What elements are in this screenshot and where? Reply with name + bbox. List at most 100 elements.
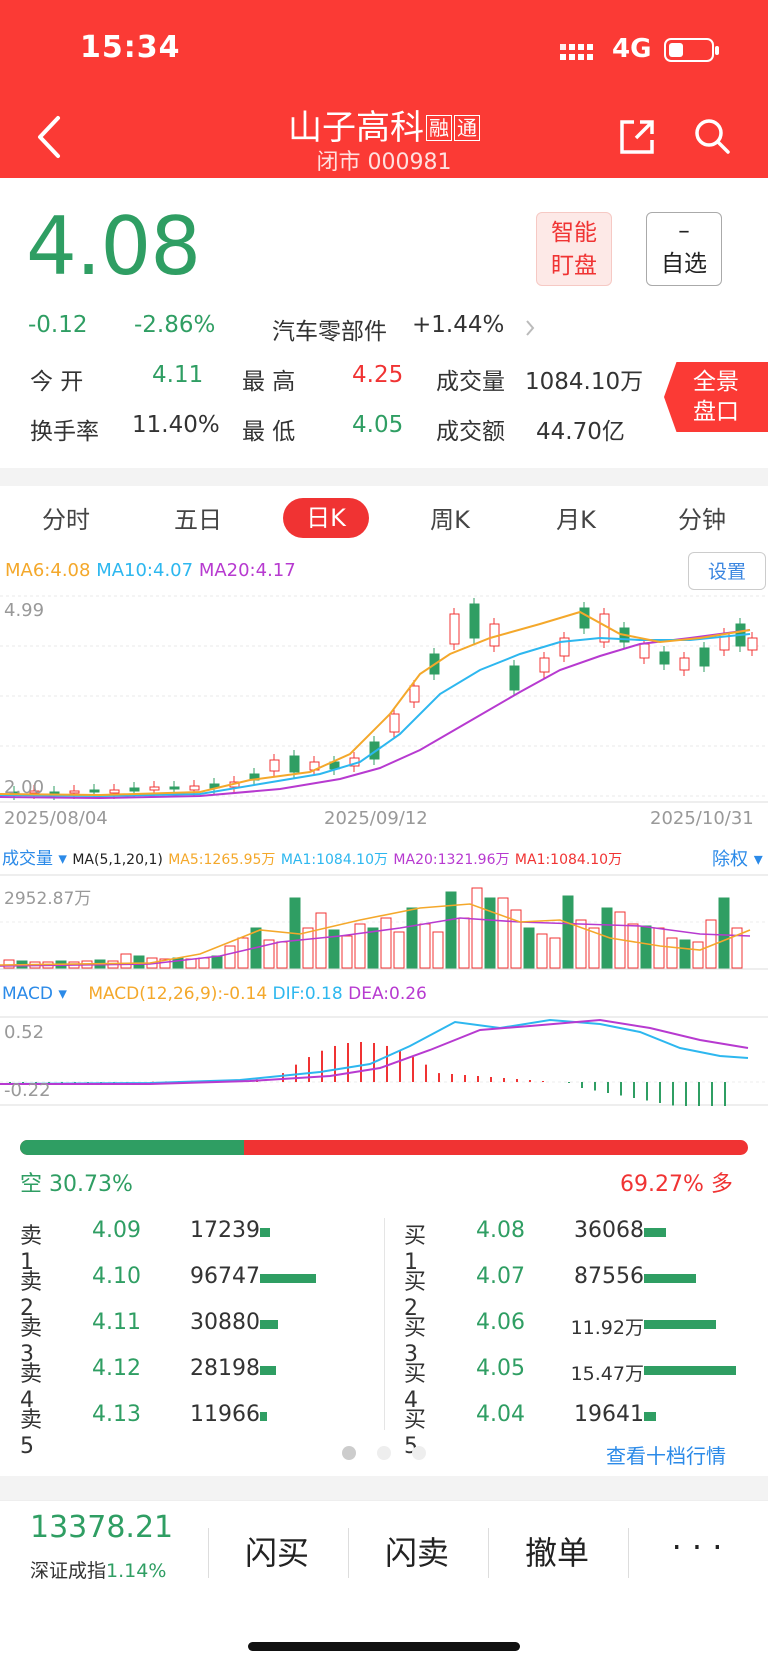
- volume-bar: [380, 917, 392, 969]
- tab-monthly-k[interactable]: 月K: [556, 506, 596, 534]
- bid-volume-bar: [644, 1274, 696, 1283]
- kline-ymin: 2.00: [4, 777, 45, 798]
- bid-price: 4.08: [476, 1218, 525, 1243]
- full-quote-panel-button[interactable]: 全景 盘口: [664, 362, 768, 432]
- index-label[interactable]: 深证成指1.14%: [30, 1556, 166, 1583]
- ask-price: 4.13: [92, 1402, 141, 1427]
- watchlist-button[interactable]: – 自选: [646, 212, 722, 286]
- page-dot[interactable]: [377, 1446, 391, 1460]
- bid-volume-bar: [644, 1366, 736, 1375]
- divider: [0, 1476, 768, 1500]
- volume-bar: [406, 907, 418, 969]
- tab-weekly-k[interactable]: 周K: [430, 506, 470, 534]
- volume-bar: [224, 945, 236, 969]
- volume-bar: [120, 953, 132, 969]
- bid-price: 4.06: [476, 1310, 525, 1335]
- volume-title[interactable]: 成交量: [2, 849, 53, 869]
- volume-bar: [731, 927, 743, 969]
- settings-button[interactable]: 设置: [688, 552, 766, 590]
- candle: [539, 657, 550, 673]
- view-ten-levels-link[interactable]: 查看十档行情: [606, 1444, 726, 1468]
- bid-price: 4.05: [476, 1356, 525, 1381]
- stock-title: 山子高科融通: [0, 100, 768, 149]
- macd-chart[interactable]: [0, 1016, 768, 1106]
- ask-volume-bar: [260, 1412, 267, 1421]
- candle: [129, 787, 140, 792]
- chevron-right-icon[interactable]: [524, 318, 536, 338]
- volume-bar: [692, 941, 704, 969]
- book-divider: [384, 1218, 385, 1430]
- ask-level: 卖5: [20, 1408, 43, 1459]
- sector-name[interactable]: 汽车零部件: [272, 319, 387, 345]
- search-icon[interactable]: [692, 116, 732, 156]
- last-price: 4.08: [26, 200, 201, 293]
- volume-legend: 成交量 ▾ MA(5,1,20,1) MA5:1265.95万 MA1:1084…: [2, 844, 622, 869]
- candle: [109, 789, 120, 794]
- back-icon[interactable]: [30, 112, 70, 162]
- high-label: 最 高: [242, 369, 296, 395]
- ask-volume: 28198: [190, 1356, 260, 1381]
- volume-bar: [484, 897, 496, 969]
- candle: [659, 651, 670, 665]
- volume-bar: [3, 959, 15, 969]
- ask-volume: 30880: [190, 1310, 260, 1335]
- dropdown-icon[interactable]: ▾: [52, 984, 73, 1004]
- flash-buy-button[interactable]: 闪买: [244, 1534, 309, 1572]
- ask-volume: 17239: [190, 1218, 260, 1243]
- divider: [488, 1528, 489, 1578]
- panel-label-2: 盘口: [693, 399, 739, 425]
- tab-five-day[interactable]: 五日: [174, 506, 222, 534]
- candle: [559, 637, 570, 657]
- turnover-label: 换手率: [30, 419, 99, 445]
- page-dot-active[interactable]: [342, 1446, 356, 1460]
- kline-chart[interactable]: [0, 594, 768, 830]
- tab-daily-k[interactable]: 日K: [283, 498, 369, 538]
- smart-label-1: 智能: [551, 220, 597, 246]
- volume-bar: [536, 933, 548, 969]
- volume-bar: [133, 955, 145, 969]
- volume-params: MA(5,1,20,1): [72, 852, 163, 868]
- ask-price: 4.11: [92, 1310, 141, 1335]
- dropdown-icon[interactable]: ▾: [53, 849, 73, 869]
- macd-title[interactable]: MACD: [2, 984, 53, 1004]
- ma20-value: MA20:4.17: [198, 560, 296, 581]
- candle: [269, 759, 280, 772]
- candle: [29, 790, 40, 794]
- kline-ymax: 4.99: [4, 600, 45, 621]
- volume-bar: [211, 955, 223, 969]
- home-indicator[interactable]: [248, 1642, 520, 1651]
- index-value[interactable]: 13378.21: [30, 1510, 174, 1545]
- candle: [449, 613, 460, 645]
- price-change: -0.12: [28, 312, 88, 338]
- bid-level: 买1: [404, 1224, 427, 1275]
- candle: [89, 789, 100, 793]
- amount-label: 成交额: [436, 419, 505, 445]
- low-value: 4.05: [352, 412, 404, 438]
- volume-bar: [679, 939, 691, 969]
- volume-chart[interactable]: [0, 874, 768, 970]
- tab-minute[interactable]: 分钟: [678, 506, 726, 534]
- candle: [389, 713, 400, 733]
- volume-bar: [341, 935, 353, 969]
- more-button[interactable]: · · ·: [671, 1528, 723, 1566]
- page-dot[interactable]: [412, 1446, 426, 1460]
- volume-bar: [445, 891, 457, 969]
- candle: [579, 607, 590, 629]
- cancel-order-button[interactable]: 撤单: [524, 1534, 589, 1572]
- candle: [747, 637, 758, 651]
- bid-level: 买4: [404, 1362, 427, 1413]
- ask-volume-bar: [260, 1228, 270, 1237]
- tab-intraday[interactable]: 分时: [42, 506, 90, 534]
- ask-volume: 11966: [190, 1402, 260, 1427]
- sector-pct[interactable]: +1.44%: [412, 312, 505, 338]
- flash-sell-button[interactable]: 闪卖: [384, 1534, 449, 1572]
- ask-volume-bar: [260, 1366, 276, 1375]
- header-bar: 15:34 4G 山子高科融通 闭市 000981: [0, 0, 768, 178]
- share-icon[interactable]: [618, 118, 656, 156]
- adjust-button[interactable]: 除权 ▾: [712, 849, 763, 870]
- smart-monitor-button[interactable]: 智能 盯盘: [536, 212, 612, 286]
- volume-bar: [315, 912, 327, 969]
- ma10-value: MA10:4.07: [96, 560, 194, 581]
- volume-bar: [302, 927, 314, 969]
- volume-ymax: 2952.87万: [4, 889, 92, 909]
